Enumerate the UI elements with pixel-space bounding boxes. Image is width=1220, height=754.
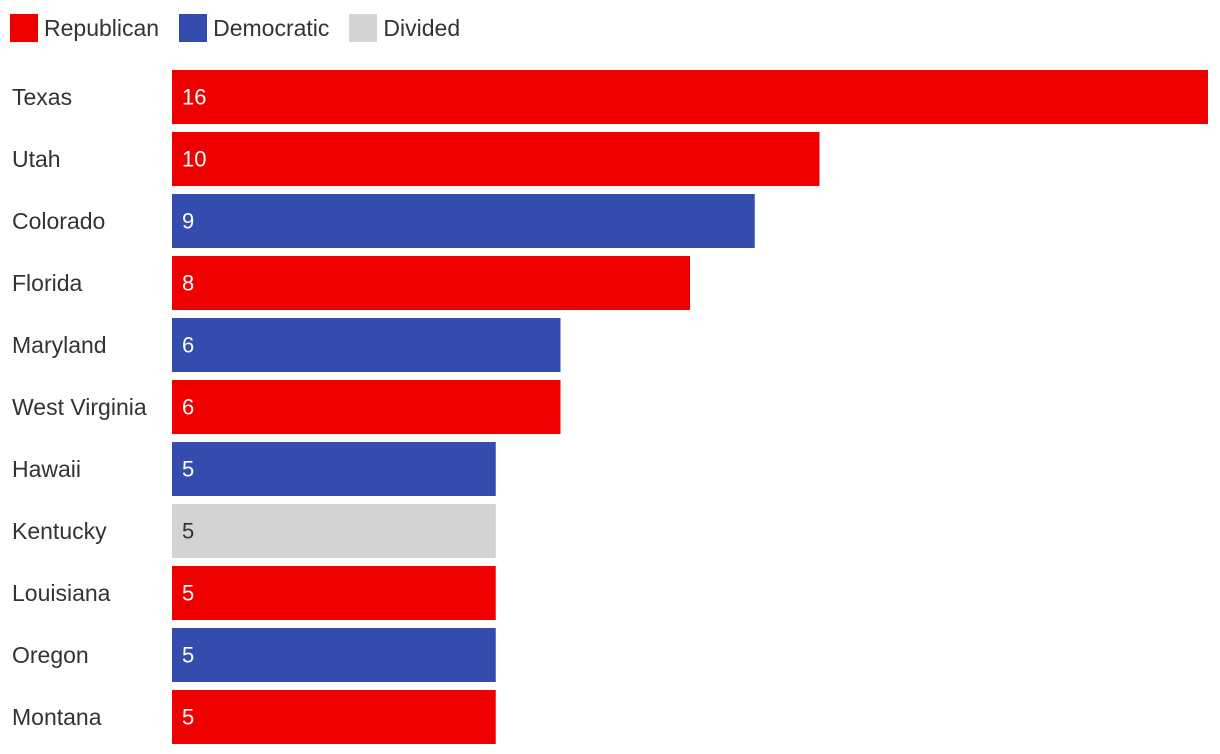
bar-value-label-hawaii: 5 <box>182 457 194 482</box>
category-label-utah: Utah <box>12 146 61 172</box>
category-label-florida: Florida <box>12 270 83 296</box>
bar-florida <box>172 256 690 310</box>
bar-oregon <box>172 628 496 682</box>
bar-value-label-colorado: 9 <box>182 209 194 234</box>
bar-value-label-montana: 5 <box>182 705 194 730</box>
bar-value-label-louisiana: 5 <box>182 581 194 606</box>
legend-swatch-democratic <box>179 14 208 42</box>
bar-maryland <box>172 318 561 372</box>
bar-west-virginia <box>172 380 561 434</box>
bar-hawaii <box>172 442 496 496</box>
legend-item-democratic: Democratic <box>179 14 329 42</box>
category-label-maryland: Maryland <box>12 332 107 358</box>
legend-label-republican: Republican <box>44 15 160 41</box>
chart-legend: Republican Democratic Divided <box>10 13 480 43</box>
legend-swatch-republican <box>10 14 38 42</box>
category-label-kentucky: Kentucky <box>12 518 107 544</box>
bar-texas <box>172 70 1208 124</box>
category-label-louisiana: Louisiana <box>12 580 111 606</box>
category-label-montana: Montana <box>12 704 102 730</box>
bar-value-label-utah: 10 <box>182 147 206 172</box>
bar-value-label-maryland: 6 <box>182 333 194 358</box>
bar-value-label-kentucky: 5 <box>182 519 194 544</box>
bar-value-label-florida: 8 <box>182 271 194 296</box>
category-label-oregon: Oregon <box>12 642 89 668</box>
bar-kentucky <box>172 504 496 558</box>
bar-value-label-west-virginia: 6 <box>182 395 194 420</box>
bar-colorado <box>172 194 755 248</box>
legend-label-divided: Divided <box>383 15 461 41</box>
bar-montana <box>172 690 496 744</box>
legend-label-democratic: Democratic <box>213 15 330 41</box>
category-label-west-virginia: West Virginia <box>12 394 147 420</box>
bar-utah <box>172 132 820 186</box>
bar-louisiana <box>172 566 496 620</box>
legend-item-divided: Divided <box>349 14 460 42</box>
bar-value-label-oregon: 5 <box>182 643 194 668</box>
legend-item-republican: Republican <box>10 14 159 42</box>
bar-value-label-texas: 16 <box>182 85 206 110</box>
legend-swatch-divided <box>349 14 378 42</box>
category-label-texas: Texas <box>12 84 72 110</box>
category-label-colorado: Colorado <box>12 208 105 234</box>
category-label-hawaii: Hawaii <box>12 456 81 482</box>
